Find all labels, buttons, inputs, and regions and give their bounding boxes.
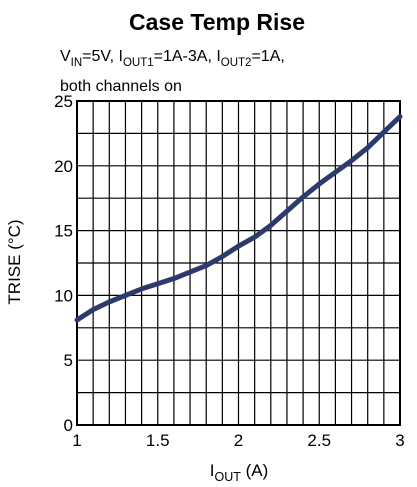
x-tick-label: 2.5 [307,431,331,450]
y-tick-labels: 0 5 10 15 20 25 [54,92,73,435]
x-tick-label: 1.5 [146,431,170,450]
chart-title: Case Temp Rise [129,9,305,35]
y-tick-label: 10 [54,286,73,305]
y-tick-label: 5 [64,351,73,370]
chart-subtitle-line2: both channels on [60,78,182,95]
x-tick-label: 1 [72,431,81,450]
y-tick-label: 15 [54,222,73,241]
y-tick-label: 25 [54,92,73,111]
x-tick-label: 2 [234,431,243,450]
x-axis-label: IOUT (A) [210,461,269,484]
x-tick-label: 3 [395,431,404,450]
series-line [74,114,403,323]
y-tick-label: 20 [54,157,73,176]
plot-frame [76,100,401,426]
chart-subtitle: VIN=5V, IOUT1=1A-3A, IOUT2=1A, [60,48,285,69]
y-tick-label: 0 [64,416,73,435]
x-tick-labels: 1 1.5 2 2.5 3 [72,431,404,450]
y-axis-label: TRISE (°C) [5,219,24,304]
grid [77,101,400,425]
